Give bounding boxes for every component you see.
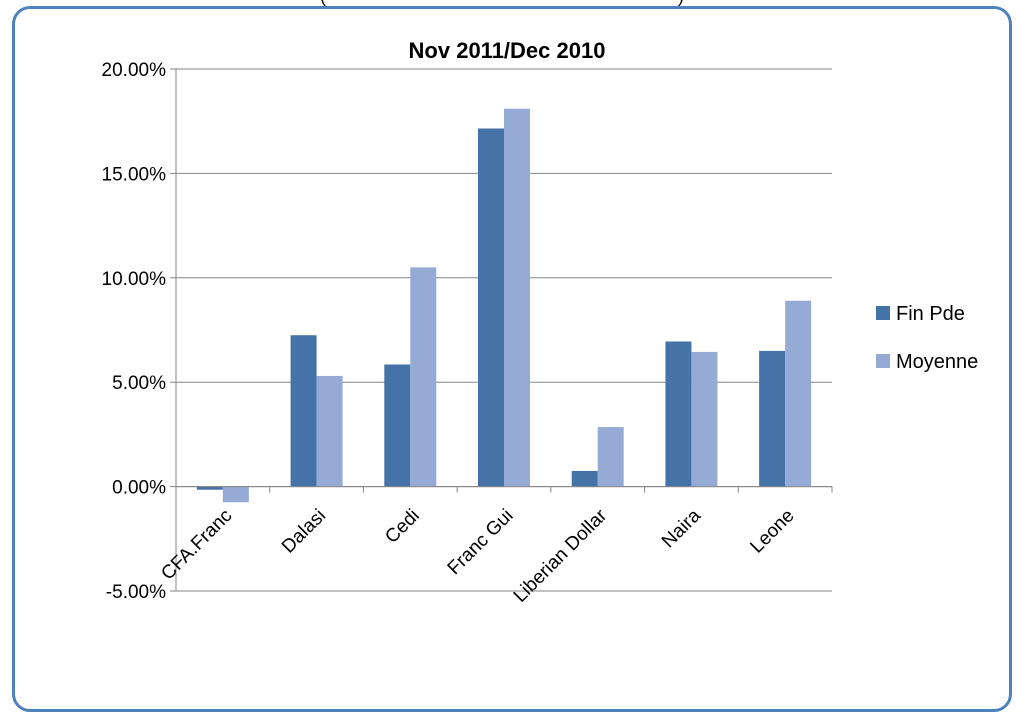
legend-swatch [876,354,890,368]
x-category-label: Franc Gui [444,505,518,579]
bar-moyenne [316,375,343,487]
x-category-label: Naira [658,505,705,552]
bar-moyenne [785,300,812,487]
bar-moyenne [504,108,530,487]
y-tick-label: -5.00% [106,582,166,603]
bar-moyenne [691,351,718,487]
y-tick-label: 0.00% [112,478,166,499]
y-tick-label: 10.00% [102,269,167,290]
y-tick-label: 15.00% [102,164,167,185]
x-category-label: Cedi [381,505,423,547]
top-fragment-left: ( [320,0,326,6]
x-category-label: CFA.Franc [157,505,236,584]
bar-fin-pde [665,341,692,487]
x-category-label: Dalasi [278,505,330,557]
bar-fin-pde [384,364,411,487]
bar-fin-pde [759,350,786,487]
legend: Fin Pde Moyenne [876,303,978,373]
x-category-label: Leone [746,505,798,557]
y-tick-label: 5.00% [112,373,166,394]
bar-moyenne [597,427,624,487]
legend-label: Moyenne [896,351,978,373]
chart-title: Nov 2011/Dec 2010 [409,38,606,63]
bar-fin-pde [290,335,317,487]
bar-fin-pde [478,128,504,487]
bars [196,108,812,503]
legend-swatch [876,306,890,320]
bar-moyenne [410,267,437,487]
y-tick-label: 20.00% [102,60,167,81]
legend-label: Fin Pde [896,303,965,325]
top-fragment-right: ) [678,0,684,6]
axes [170,68,833,592]
bar-fin-pde [196,486,223,490]
bar-chart: ( ) Nov 2011/Dec 2010 -5.00% 0.00% 5.00% 10… [102,0,979,607]
bar-fin-pde [571,470,598,487]
bar-moyenne [222,486,249,503]
y-tick-labels: -5.00% 0.00% 5.00% 10.00% 15.00% 20.00% [102,60,167,603]
